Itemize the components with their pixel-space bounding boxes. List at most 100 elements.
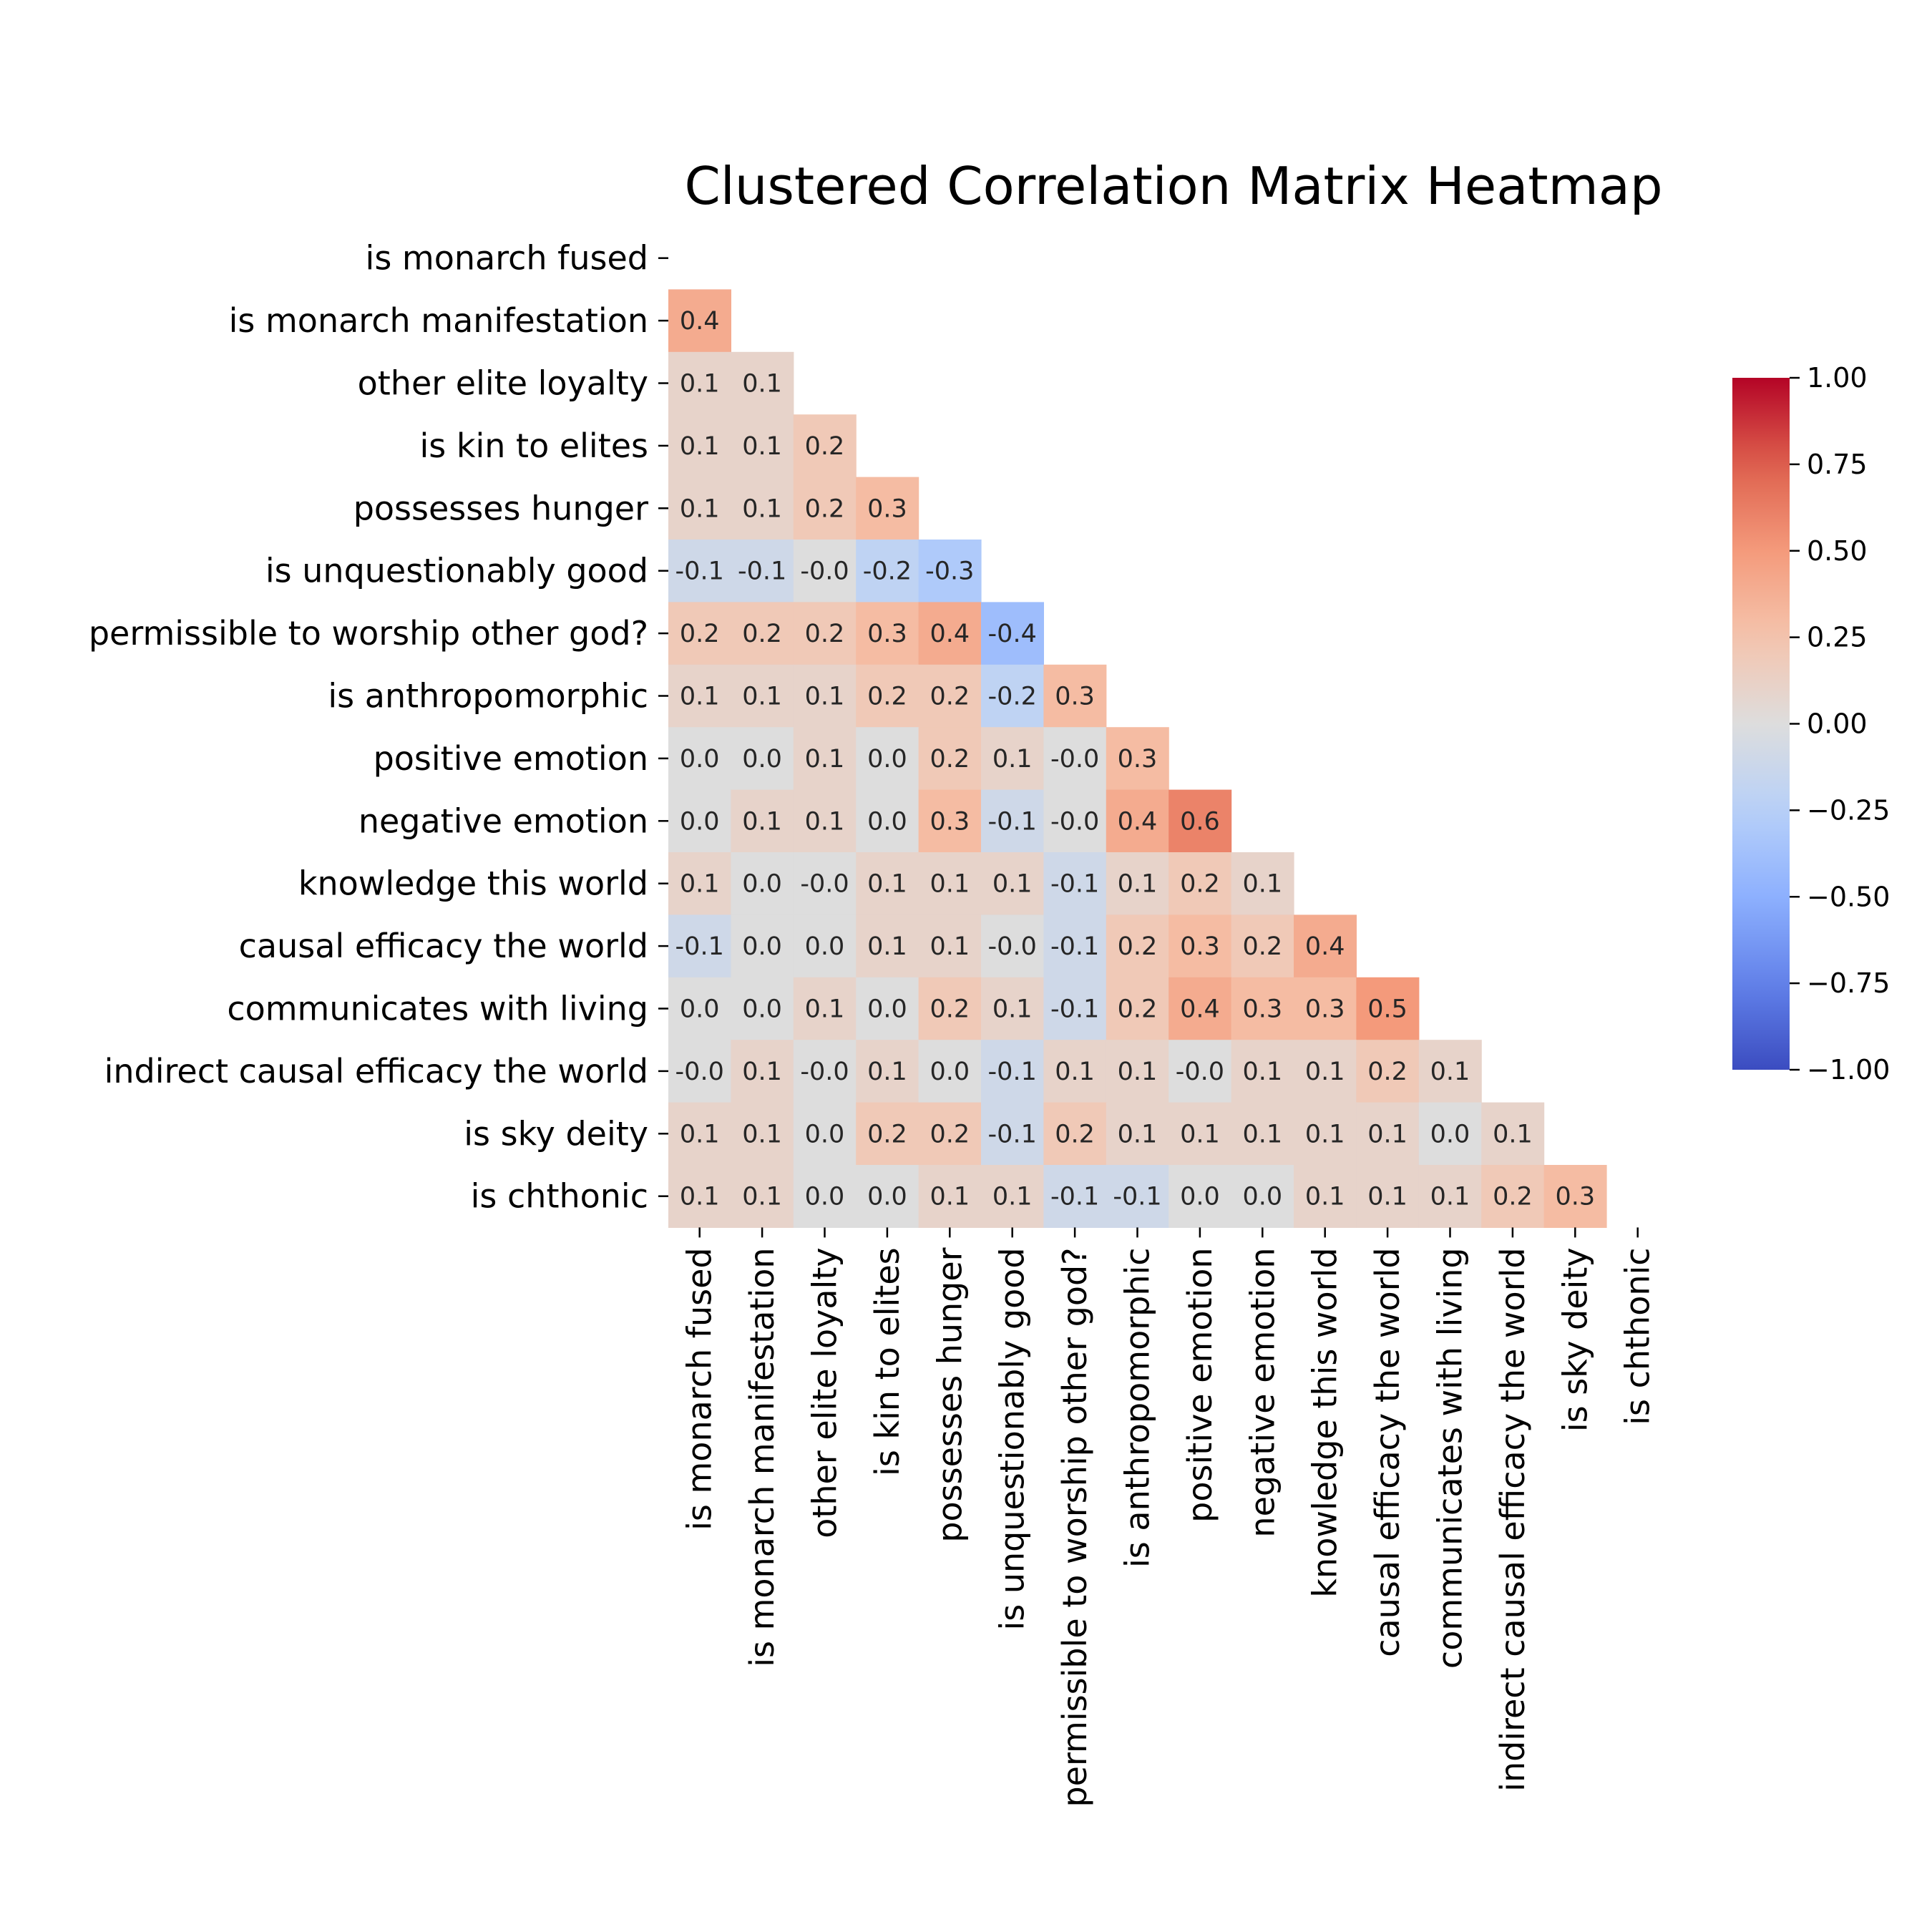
cell-value-label: 0.1 <box>805 995 845 1024</box>
heatmap-cell <box>668 414 731 478</box>
cell-value-label: 0.0 <box>742 932 782 961</box>
colorbar-tick-label: −0.50 <box>1807 881 1890 912</box>
cell-value-label: 0.1 <box>1118 1058 1158 1086</box>
heatmap-cell <box>793 727 857 791</box>
cell-value-label: 0.1 <box>1242 1058 1282 1086</box>
cell-value-label: -0.0 <box>988 932 1037 961</box>
cell-value-label: 0.1 <box>1430 1183 1470 1211</box>
cell-value-label: 0.0 <box>805 1183 845 1211</box>
heatmap-cell <box>668 540 731 602</box>
cell-value-label: 0.1 <box>930 870 970 899</box>
heatmap-cell <box>918 789 982 853</box>
heatmap-cell <box>731 727 794 791</box>
heatmap-cell <box>793 852 857 915</box>
heatmap-cell <box>793 1165 857 1228</box>
heatmap-cell <box>1418 1102 1482 1166</box>
heatmap-cell <box>856 477 919 540</box>
heatmap-cell <box>981 789 1044 853</box>
cell-value-label: 0.1 <box>1367 1183 1407 1211</box>
cell-value-label: 0.1 <box>742 1120 782 1148</box>
cell-value-label: -0.1 <box>675 557 724 586</box>
cell-value-label: 0.1 <box>805 807 845 836</box>
colorbar-tick-label: 0.00 <box>1807 708 1868 740</box>
cell-value-label: 0.3 <box>867 494 907 523</box>
y-axis-tick-labels: is monarch fused is monarch manifestation… <box>89 239 668 1216</box>
cell-value-label: 0.0 <box>1180 1183 1220 1211</box>
heatmap-cell <box>918 852 982 915</box>
heatmap-cell <box>1106 977 1169 1040</box>
cell-value-label: 0.0 <box>867 1183 907 1211</box>
cell-value-label: 0.1 <box>742 807 782 836</box>
cell-value-label: 0.2 <box>805 494 845 523</box>
cell-value-label: 0.2 <box>930 745 970 774</box>
cell-value-label: -0.1 <box>1050 870 1099 899</box>
x-tick-label: is chthonic <box>1619 1247 1657 1425</box>
heatmap-cell <box>731 540 794 602</box>
cell-value-label: -0.2 <box>863 557 912 586</box>
cell-value-label: 0.1 <box>1242 1120 1282 1148</box>
cell-value-label: 0.2 <box>1493 1183 1533 1211</box>
cell-value-label: 0.1 <box>867 932 907 961</box>
heatmap-cell <box>1043 1165 1107 1228</box>
y-tick-label: other elite loyalty <box>358 364 648 403</box>
heatmap-cell <box>1418 1040 1482 1103</box>
y-tick-label: knowledge this world <box>298 864 648 903</box>
cell-value-label: 0.0 <box>805 1120 845 1148</box>
cell-value-label: 0.1 <box>1305 1120 1345 1148</box>
heatmap-cell <box>1543 1165 1607 1228</box>
heatmap-cell <box>731 1040 794 1103</box>
heatmap-cell <box>1043 664 1107 728</box>
cell-value-label: 0.2 <box>1055 1120 1095 1148</box>
cell-value-label: 0.1 <box>742 370 782 399</box>
cell-value-label: -0.1 <box>738 557 786 586</box>
cell-value-label: 0.1 <box>742 1183 782 1211</box>
heatmap-cell <box>1356 977 1420 1040</box>
cell-value-label: 0.1 <box>1493 1120 1533 1148</box>
heatmap-cell <box>1231 852 1294 915</box>
cell-value-label: 0.2 <box>805 432 845 461</box>
heatmap-cell <box>1418 1165 1482 1228</box>
y-tick-label: positive emotion <box>374 739 648 778</box>
cell-value-label: 0.0 <box>680 745 720 774</box>
cell-value-label: 0.1 <box>1305 1183 1345 1211</box>
cell-value-label: 0.4 <box>1305 932 1345 961</box>
cell-value-label: 0.1 <box>992 870 1033 899</box>
cell-value-label: 0.3 <box>1118 745 1158 774</box>
heatmap-cell <box>1294 1040 1357 1103</box>
cell-value-label: 0.0 <box>867 807 907 836</box>
cell-value-label: 0.4 <box>930 620 970 648</box>
cell-value-label: -0.1 <box>988 807 1037 836</box>
y-tick-label: indirect causal efficacy the world <box>104 1052 648 1091</box>
heatmap-cell <box>981 1040 1044 1103</box>
heatmap-cell <box>981 1165 1044 1228</box>
x-tick-label: possesses hunger <box>930 1247 969 1542</box>
heatmap-cell <box>918 977 982 1040</box>
y-tick-label: is unquestionably good <box>265 552 648 590</box>
cell-value-label: 0.0 <box>805 932 845 961</box>
cell-value-label: -0.1 <box>675 932 724 961</box>
cell-value-label: 0.1 <box>680 1120 720 1148</box>
heatmap-cell <box>856 914 919 978</box>
heatmap-cell <box>1169 1040 1232 1103</box>
cell-value-label: -0.1 <box>1050 932 1099 961</box>
cell-value-label: 0.1 <box>1180 1120 1220 1148</box>
heatmap-cell <box>1294 914 1357 978</box>
y-tick-label: possesses hunger <box>353 489 648 527</box>
heatmap-cell <box>668 1165 731 1228</box>
colorbar-gradient <box>1732 378 1790 1070</box>
heatmap-cell <box>668 852 731 915</box>
heatmap-cell <box>1231 1102 1294 1166</box>
cell-value-label: 0.2 <box>1180 870 1220 899</box>
cell-value-label: -0.3 <box>925 557 974 586</box>
heatmap-cell <box>918 664 982 728</box>
cell-value-label: 0.1 <box>680 870 720 899</box>
colorbar-tick-label: −1.00 <box>1807 1054 1890 1085</box>
heatmap-cell <box>1169 789 1232 853</box>
heatmap-cells: 0.4 0.1 0.1 0.1 0.1 0.2 0.1 0.1 0.2 0.3 -0.1 -0.1 -0… <box>668 289 1607 1228</box>
cell-value-label: 0.2 <box>930 683 970 711</box>
cell-value-label: -0.1 <box>1050 995 1099 1024</box>
heatmap-cell <box>1231 1040 1294 1103</box>
y-tick-label: permissible to worship other god? <box>89 614 648 653</box>
heatmap-cell <box>918 1165 982 1228</box>
heatmap-cell <box>668 1040 731 1103</box>
